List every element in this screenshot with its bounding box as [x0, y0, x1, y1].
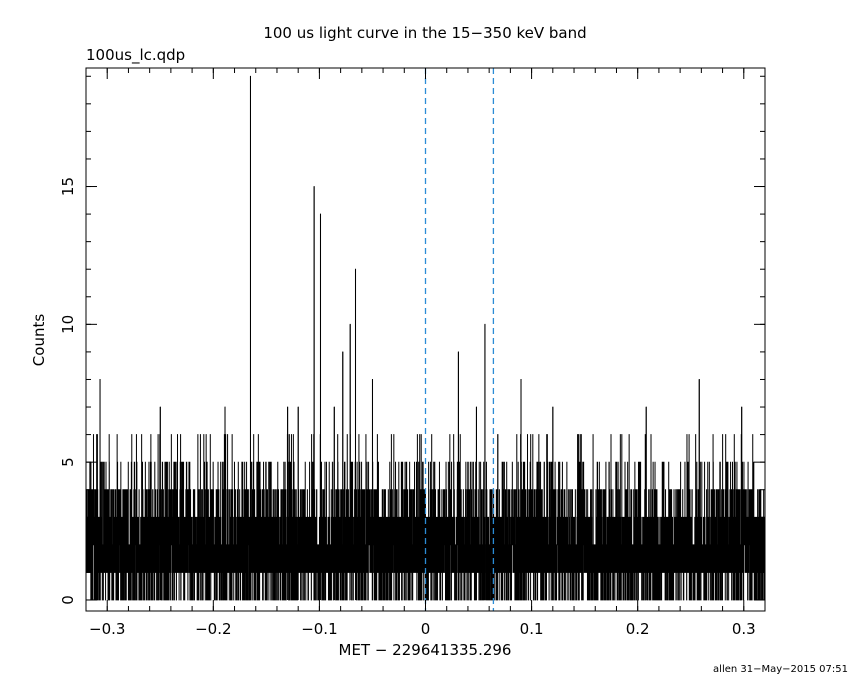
plot-area [85, 68, 766, 611]
x-tick-label: 0.1 [520, 620, 544, 638]
x-tick-label: 0.2 [626, 620, 650, 638]
y-tick-label: 15 [59, 177, 77, 196]
axes: −0.3 −0.2 −0.1 0 0.1 0.2 0.3 0 5 10 15 [59, 67, 766, 638]
chart-title: 100 us light curve in the 15−350 keV ban… [263, 24, 586, 42]
y-tick-label: 5 [59, 457, 77, 467]
y-tick-label: 10 [59, 315, 77, 334]
y-tick-label: 0 [59, 595, 77, 605]
y-axis-label: Counts [30, 314, 48, 367]
x-tick-label: 0 [421, 620, 431, 638]
x-tick-label: −0.2 [195, 620, 231, 638]
x-tick-label: −0.1 [301, 620, 337, 638]
footer-timestamp: allen 31−May−2015 07:51 [713, 664, 848, 675]
x-tick-label: 0.3 [732, 620, 756, 638]
x-tick-label: −0.3 [89, 620, 125, 638]
file-label: 100us_lc.qdp [86, 46, 185, 65]
x-axis-label: MET − 229641335.296 [339, 641, 512, 659]
